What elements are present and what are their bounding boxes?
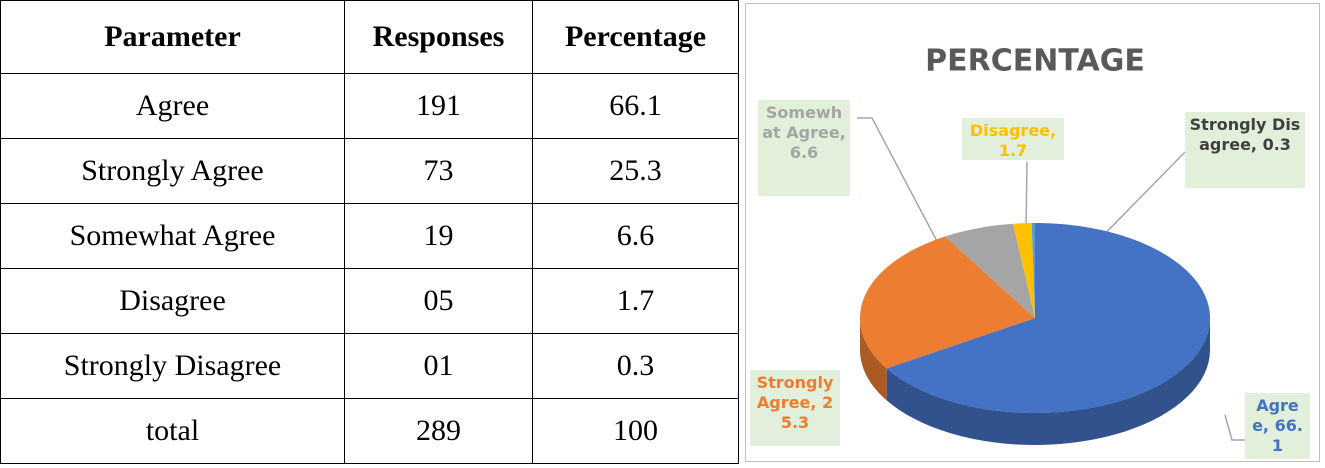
chart-title: PERCENTAGE <box>925 44 1145 79</box>
table-cell: 289 <box>344 398 533 464</box>
data-label: Somewhat Agree, 6.6 <box>758 100 850 196</box>
table-cell: Disagree <box>0 268 345 334</box>
header-cell: Parameter <box>0 0 345 74</box>
leader-line <box>857 117 969 301</box>
table-row: total 289 100 <box>0 398 739 464</box>
pie-slice <box>886 223 1210 413</box>
pie-slice <box>860 236 1035 369</box>
header-row: Parameter Responses Percentage <box>0 0 739 74</box>
table-cell: 0.3 <box>532 333 739 399</box>
table-cell: 19 <box>344 203 533 269</box>
pie-slice <box>1031 223 1035 318</box>
pie-slice <box>944 223 1035 318</box>
table-cell: 100 <box>532 398 739 464</box>
table-cell: Somewhat Agree <box>0 203 345 269</box>
header-cell: Responses <box>344 0 533 74</box>
header-cell: Percentage <box>532 0 739 74</box>
table-row: Somewhat Agree 19 6.6 <box>0 203 739 269</box>
pie-slice-side <box>886 318 1210 445</box>
chart-area <box>745 3 1320 462</box>
table-cell: 6.6 <box>532 203 739 269</box>
data-label: Agree, 66.1 <box>1245 393 1310 459</box>
table-cell: 66.1 <box>532 73 739 139</box>
data-table: Parameter Responses Percentage Agree 191 6… <box>0 0 739 464</box>
table-row: Disagree 05 1.7 <box>0 268 739 334</box>
data-label: Strongly Agree, 25.3 <box>750 370 840 446</box>
pie-slice-side <box>860 318 887 401</box>
data-label: Strongly Disagree, 0.3 <box>1185 112 1305 188</box>
data-label: Disagree, 1.7 <box>962 118 1064 160</box>
table-cell: 01 <box>344 333 533 399</box>
table-row: Strongly Disagree 01 0.3 <box>0 333 739 399</box>
pie-sides <box>860 318 1210 445</box>
table-cell: 1.7 <box>532 268 739 334</box>
table-cell: Strongly Disagree <box>0 333 345 399</box>
leader-line <box>1224 414 1245 441</box>
pie-tops <box>860 223 1210 413</box>
pie-slice <box>1013 223 1035 318</box>
